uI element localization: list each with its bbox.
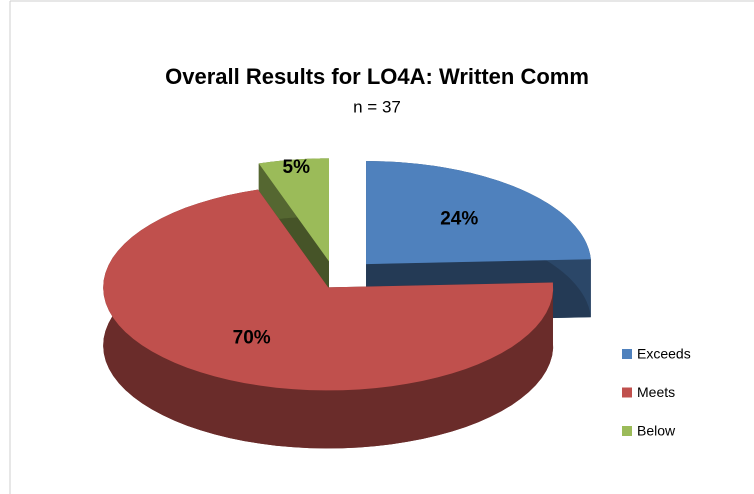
chart-subtitle: n = 37 (353, 97, 401, 116)
legend-label: Below (637, 423, 676, 439)
chart-title: Overall Results for LO4A: Written Comm (165, 64, 589, 89)
legend-label: Exceeds (637, 346, 691, 362)
value-label: 24% (440, 208, 478, 229)
legend-swatch (622, 349, 632, 359)
pie-slice (366, 161, 591, 265)
pie-slice (103, 189, 554, 391)
value-label: 5% (283, 157, 311, 178)
legend-swatch (622, 426, 632, 436)
pie-slice (258, 158, 329, 262)
legend-swatch (622, 387, 632, 398)
value-label: 70% (233, 327, 271, 348)
legend-label: Meets (637, 384, 675, 400)
